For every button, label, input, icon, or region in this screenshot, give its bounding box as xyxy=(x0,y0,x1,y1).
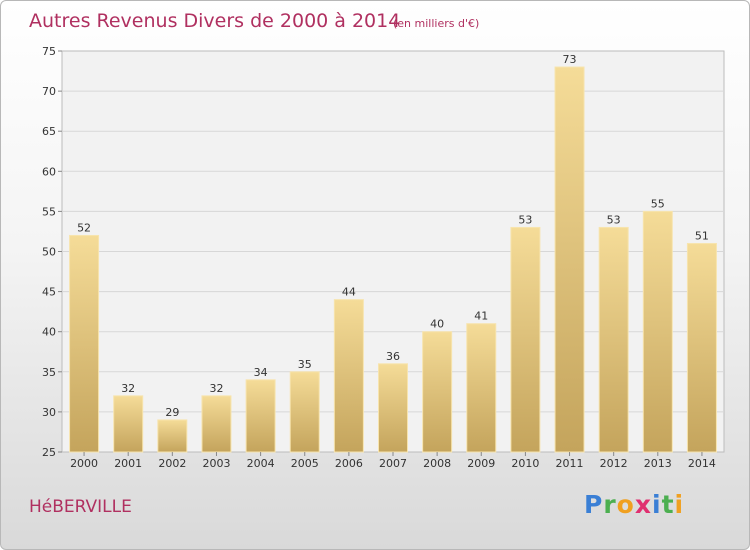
y-tick-label: 65 xyxy=(42,125,56,138)
bar-2007 xyxy=(378,363,408,453)
bar-2010 xyxy=(510,226,541,453)
bar-2004 xyxy=(245,379,276,453)
value-label-2001: 32 xyxy=(121,382,135,395)
y-tick-label: 60 xyxy=(42,165,56,178)
y-tick-label: 25 xyxy=(42,446,56,459)
y-tick-label: 50 xyxy=(42,246,56,259)
bar-2014 xyxy=(686,242,717,453)
bar-2008 xyxy=(422,331,453,453)
value-label-2004: 34 xyxy=(254,366,268,379)
bar-2002 xyxy=(157,419,188,453)
x-tick-label-2007: 2007 xyxy=(379,457,407,470)
value-label-2005: 35 xyxy=(298,358,312,371)
value-label-2014: 51 xyxy=(695,229,709,242)
y-tick-label: 30 xyxy=(42,406,56,419)
bar-2012 xyxy=(598,226,629,453)
y-axis: 25 30 35 40 45 50 55 60 65 70 75 xyxy=(42,45,62,459)
chart-subtitle: (en milliers d'€) xyxy=(393,17,480,30)
value-label-2003: 32 xyxy=(209,382,223,395)
value-label-2013: 55 xyxy=(651,197,665,210)
bar-2005 xyxy=(289,371,320,453)
value-label-2010: 53 xyxy=(518,213,532,226)
bar-2001 xyxy=(113,395,144,453)
x-tick-label-2002: 2002 xyxy=(158,457,186,470)
value-label-2007: 36 xyxy=(386,350,400,363)
y-tick-label: 70 xyxy=(42,85,56,98)
x-axis: 2000 2001 2002 2003 2004 2005 2006 2007 2008 2009… xyxy=(70,452,716,470)
x-tick-label-2008: 2008 xyxy=(423,457,451,470)
proxiti-logo[interactable]: Proxiti xyxy=(584,490,685,519)
value-label-2008: 40 xyxy=(430,318,444,331)
bar-2006 xyxy=(333,299,364,453)
y-tick-label: 40 xyxy=(42,326,56,339)
x-tick-label-2013: 2013 xyxy=(644,457,672,470)
bar-2003 xyxy=(201,395,232,453)
value-label-2000: 52 xyxy=(77,221,91,234)
bar-2009 xyxy=(466,323,497,453)
y-tick-label: 45 xyxy=(42,286,56,299)
bar-2013 xyxy=(642,210,673,453)
y-tick-label: 35 xyxy=(42,366,56,379)
value-label-2009: 41 xyxy=(474,310,488,323)
x-tick-label-2012: 2012 xyxy=(600,457,628,470)
x-tick-label-2005: 2005 xyxy=(291,457,319,470)
x-tick-label-2010: 2010 xyxy=(511,457,539,470)
value-label-2002: 29 xyxy=(165,406,179,419)
value-label-2011: 73 xyxy=(563,53,577,66)
value-label-2006: 44 xyxy=(342,286,356,299)
x-tick-label-2001: 2001 xyxy=(114,457,142,470)
commune-name: HéBERVILLE xyxy=(29,497,132,517)
x-tick-label-2003: 2003 xyxy=(202,457,230,470)
x-tick-label-2011: 2011 xyxy=(556,457,584,470)
y-tick-label: 75 xyxy=(42,45,56,58)
chart-title: Autres Revenus Divers de 2000 à 2014 xyxy=(29,10,401,32)
bar-2011 xyxy=(554,66,585,453)
bars: 52 32 29 32 34 35 44 36 40 41 53 73 53 55 51 xyxy=(69,53,717,453)
x-tick-label-2000: 2000 xyxy=(70,457,98,470)
bar-2000 xyxy=(69,234,100,453)
x-tick-label-2006: 2006 xyxy=(335,457,363,470)
x-tick-label-2014: 2014 xyxy=(688,457,716,470)
value-label-2012: 53 xyxy=(607,213,621,226)
x-tick-label-2004: 2004 xyxy=(247,457,275,470)
x-tick-label-2009: 2009 xyxy=(467,457,495,470)
y-tick-label: 55 xyxy=(42,205,56,218)
